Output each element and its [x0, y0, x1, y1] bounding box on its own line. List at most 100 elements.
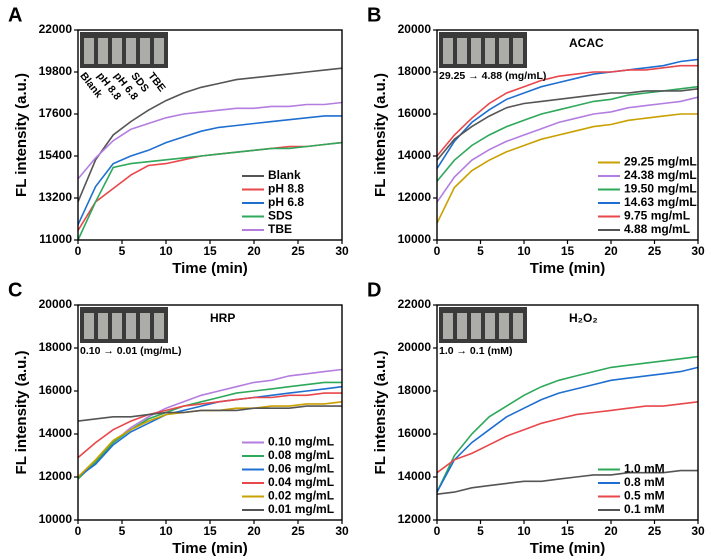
- vial: [140, 313, 150, 339]
- x-tick-label: 0: [75, 524, 82, 538]
- x-tick-label: 0: [434, 244, 441, 258]
- series-line: [77, 141, 343, 241]
- y-tick-label: 16000: [39, 383, 73, 397]
- legend-label: TBE: [268, 222, 292, 236]
- x-tick-label: 30: [691, 524, 705, 538]
- y-tick-label: 13200: [39, 190, 73, 204]
- y-tick-label: 12000: [398, 512, 432, 526]
- inset-photo: [80, 32, 168, 68]
- x-tick-label: 0: [75, 244, 82, 258]
- legend-label: 0.10 mg/mL: [268, 435, 334, 449]
- legend-label: 24.38 mg/mL: [624, 168, 697, 182]
- vial: [84, 38, 94, 64]
- x-tick-label: 25: [648, 244, 662, 258]
- legend-label: Blank: [268, 168, 301, 182]
- vial: [457, 313, 467, 339]
- series-line: [77, 405, 342, 422]
- series-line: [77, 101, 343, 180]
- y-tick-label: 22000: [398, 297, 432, 311]
- legend-label: 9.75 mg/mL: [624, 209, 690, 223]
- series-line: [436, 96, 699, 203]
- x-tick-label: 20: [604, 244, 618, 258]
- legend-label: 0.5 mM: [624, 489, 665, 503]
- y-tick-label: 17600: [39, 106, 73, 120]
- y-axis-label: FL intensity (a.u.): [372, 73, 389, 197]
- vial: [513, 38, 523, 64]
- y-tick-label: 18000: [398, 64, 432, 78]
- vial: [499, 313, 509, 339]
- y-tick-label: 20000: [398, 22, 432, 36]
- y-tick-label: 12000: [39, 469, 73, 483]
- y-tick-label: 18000: [398, 383, 432, 397]
- x-tick-label: 25: [291, 244, 305, 258]
- legend-label: 0.02 mg/mL: [268, 489, 334, 503]
- y-tick-label: 10000: [39, 512, 73, 526]
- y-tick-label: 14000: [398, 469, 432, 483]
- y-tick-label: 14000: [39, 426, 73, 440]
- series-line: [77, 67, 343, 203]
- vial: [499, 38, 509, 64]
- y-tick-label: 16000: [398, 426, 432, 440]
- legend-label: 19.50 mg/mL: [624, 182, 697, 196]
- y-tick-label: 10000: [398, 232, 432, 246]
- x-tick-label: 15: [561, 524, 575, 538]
- legend-label: pH 6.8: [268, 195, 304, 209]
- legend-label: 0.1 mM: [624, 502, 665, 516]
- x-axis-label: Time (min): [530, 260, 606, 277]
- panel-letter: D: [367, 279, 381, 301]
- x-tick-label: 10: [517, 244, 531, 258]
- x-tick-label: 30: [691, 244, 705, 258]
- series-line: [436, 88, 699, 161]
- y-tick-label: 18000: [39, 340, 73, 354]
- y-tick-label: 15400: [39, 148, 73, 162]
- inset-photo: [439, 307, 527, 343]
- x-tick-label: 10: [517, 524, 531, 538]
- legend-label: 0.8 mM: [624, 475, 665, 489]
- x-tick-label: 20: [247, 244, 261, 258]
- panel-letter: C: [8, 279, 22, 301]
- legend-label: 0.04 mg/mL: [268, 475, 334, 489]
- legend-label: 0.08 mg/mL: [268, 448, 334, 462]
- annotation: HRP: [210, 311, 235, 325]
- x-tick-label: 25: [648, 524, 662, 538]
- vial: [443, 313, 453, 339]
- x-tick-label: 20: [247, 524, 261, 538]
- vial: [84, 313, 94, 339]
- vial: [140, 38, 150, 64]
- series-line: [436, 401, 699, 474]
- x-tick-label: 5: [477, 524, 484, 538]
- y-tick-label: 11000: [39, 232, 72, 246]
- vial: [513, 313, 523, 339]
- x-axis-label: Time (min): [172, 260, 248, 277]
- x-tick-label: 15: [203, 244, 217, 258]
- x-tick-label: 30: [335, 244, 349, 258]
- series-line: [77, 392, 342, 459]
- panel-letter: B: [367, 4, 381, 26]
- series-line: [436, 58, 699, 170]
- legend-label: SDS: [268, 209, 293, 223]
- legend-label: 0.06 mg/mL: [268, 462, 334, 476]
- x-tick-label: 15: [203, 524, 217, 538]
- legend-label: pH 8.8: [268, 182, 304, 196]
- inset-photo: [80, 307, 168, 343]
- x-tick-label: 5: [119, 244, 126, 258]
- vial: [98, 313, 108, 339]
- x-tick-label: 15: [561, 244, 575, 258]
- vial: [112, 38, 122, 64]
- y-tick-label: 16000: [398, 106, 432, 120]
- series-line: [436, 469, 698, 495]
- x-tick-label: 5: [119, 524, 126, 538]
- annotation: H₂O₂: [569, 311, 598, 325]
- vial: [471, 38, 481, 64]
- vial: [112, 313, 122, 339]
- inset-caption: 1.0 → 0.1 (mM): [439, 345, 513, 357]
- y-tick-label: 20000: [39, 297, 73, 311]
- y-axis-label: FL intensity (a.u.): [13, 73, 30, 197]
- vial: [443, 38, 453, 64]
- y-tick-label: 19800: [39, 64, 73, 78]
- legend-label: 4.88 mg/mL: [624, 222, 690, 236]
- vial: [126, 313, 136, 339]
- inset-photo: [439, 32, 527, 68]
